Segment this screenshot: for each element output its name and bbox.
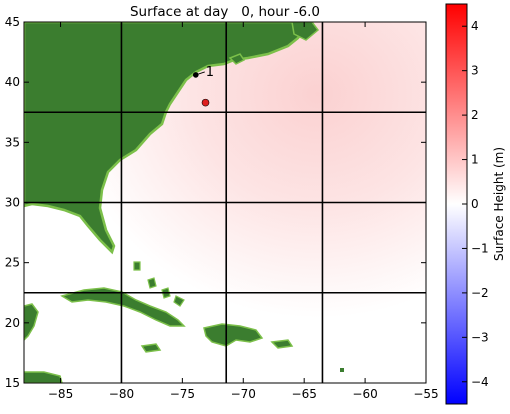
x-tick-label: −65 (292, 387, 317, 401)
y-tick-label: 15 (5, 376, 20, 390)
location-markers: 1 (192, 65, 214, 107)
colorbar-tick-label: −4 (471, 375, 489, 389)
grid-lines (24, 22, 426, 383)
land-cuba (60, 287, 186, 327)
x-tick-label: −60 (352, 387, 377, 401)
colorbar-tick-label: 3 (471, 64, 479, 78)
y-axis-ticks: 15 20 25 30 35 40 45 (5, 15, 426, 390)
colorbar-tick-label: 2 (471, 108, 479, 122)
marker-leader (195, 71, 205, 76)
x-axis-ticks: −85 −80 −75 −70 −65 −60 −55 (48, 22, 439, 401)
y-tick-label: 30 (5, 196, 20, 210)
colorbar-tick-label: 0 (471, 197, 479, 211)
x-tick-label: −85 (48, 387, 73, 401)
marker-label: 1 (206, 65, 214, 80)
land-cape-cod (228, 53, 246, 65)
colorbar-tick-label: −2 (471, 286, 489, 300)
chart-title: Surface at day 0, hour -6.0 (130, 4, 320, 20)
colorbar-label: Surface Height (m) (492, 147, 506, 261)
colorbar-tick-label: 1 (471, 153, 479, 167)
colorbar-ticks: −4 −3 −2 −1 0 1 2 3 4 (462, 19, 489, 389)
x-tick-label: −80 (109, 387, 134, 401)
land-puerto-rico (270, 339, 294, 349)
y-tick-label: 45 (5, 15, 20, 29)
marker-point (201, 98, 210, 107)
y-tick-label: 40 (5, 75, 20, 89)
land-antilles (340, 368, 344, 372)
x-tick-label: −70 (231, 387, 256, 401)
y-tick-label: 20 (5, 316, 20, 330)
land-bahamas (133, 261, 185, 307)
x-tick-label: −75 (170, 387, 195, 401)
colorbar-tick-label: 4 (471, 19, 479, 33)
x-tick-label: −55 (413, 387, 438, 401)
y-tick-label: 25 (5, 256, 20, 270)
land-hispaniola (203, 323, 264, 347)
land-nova-scotia (291, 22, 320, 41)
land-north-america (24, 22, 307, 255)
y-tick-label: 35 (5, 135, 20, 149)
land-yucatan (24, 303, 39, 342)
colorbar-tick-label: −3 (471, 330, 489, 344)
land-mask (24, 22, 344, 383)
colorbar-tick-label: −1 (471, 241, 489, 255)
land-jamaica (140, 343, 162, 353)
